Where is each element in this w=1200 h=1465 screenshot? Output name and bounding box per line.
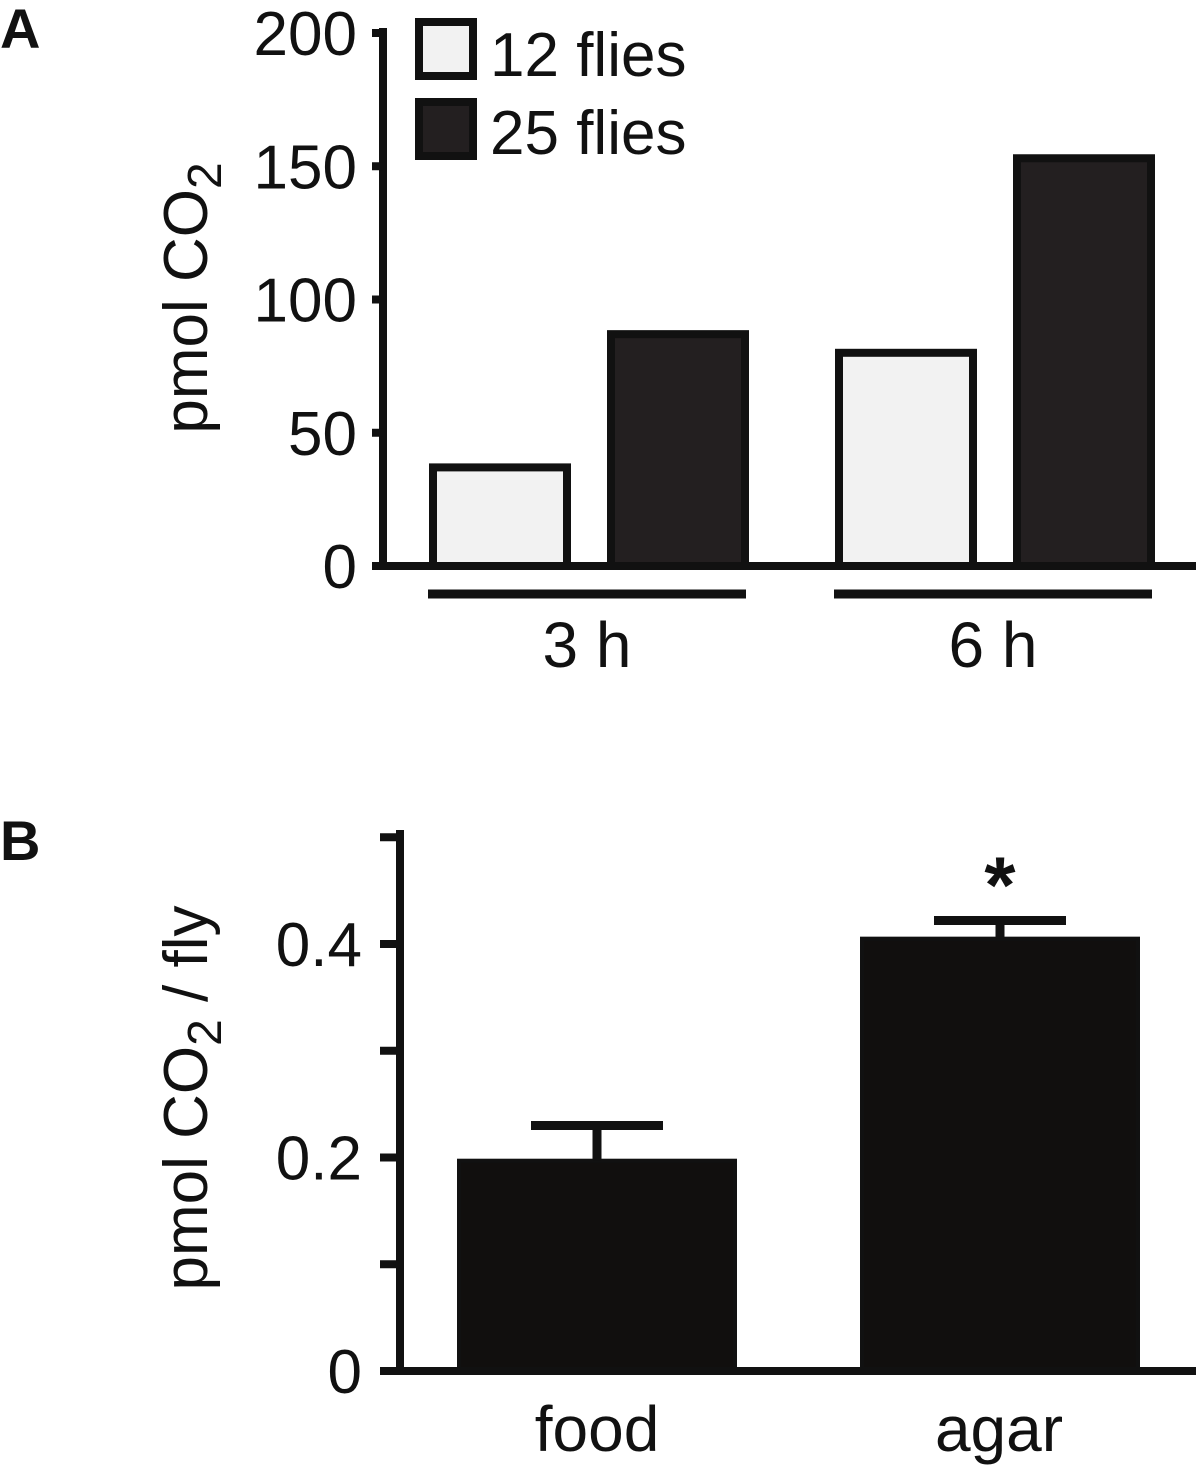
panel-a-y-axis-title: pmol CO2 <box>152 162 232 433</box>
bar-12-flies-3-h <box>429 463 571 570</box>
panel-a-legend: 12 flies 25 flies <box>415 18 686 168</box>
legend-swatch-25-flies <box>415 98 477 160</box>
panel-b-bars: * <box>457 841 1140 1374</box>
y-tick-label: 200 <box>254 0 357 69</box>
panel-b: B * 0 0.2 0.4 food agar pmol CO2 / fly <box>0 809 1196 1465</box>
y-tick-label: 0 <box>328 1338 362 1407</box>
bar-food <box>457 1158 737 1374</box>
panel-a-bars <box>429 154 1155 570</box>
y-tick-label: 0.4 <box>276 911 362 980</box>
bar-25-flies-3-h <box>607 330 749 570</box>
y-tick-label: 0 <box>323 533 357 602</box>
bar-12-flies-6-h <box>835 348 977 570</box>
panel-a-letter: A <box>0 0 40 60</box>
panel-b-category-label: food <box>535 1393 660 1465</box>
panel-b-y-ticks: 0 0.2 0.4 <box>276 833 400 1407</box>
legend-label: 25 flies <box>490 99 686 168</box>
panel-a-category-label: 6 h <box>949 609 1038 681</box>
legend-swatch-12-flies <box>415 18 477 80</box>
y-tick-label: 150 <box>254 133 357 202</box>
bar-agar <box>860 936 1140 1373</box>
y-tick-label: 100 <box>254 267 357 336</box>
panel-b-y-axis-title: pmol CO2 / fly <box>152 906 232 1291</box>
panel-a: A 0 50 100 150 200 3 h 6 h pmol CO2 12 flies… <box>0 0 1196 681</box>
y-tick-label: 0.2 <box>276 1125 362 1194</box>
panel-a-y-ticks: 0 50 100 150 200 <box>254 0 383 602</box>
panel-a-category-label: 3 h <box>543 609 632 681</box>
panel-b-letter: B <box>0 809 40 872</box>
bar-25-flies-6-h <box>1013 154 1155 570</box>
y-tick-label: 50 <box>288 400 357 469</box>
significance-mark: * <box>984 841 1016 930</box>
panel-b-category-label: agar <box>935 1393 1063 1465</box>
legend-label: 12 flies <box>490 21 686 90</box>
